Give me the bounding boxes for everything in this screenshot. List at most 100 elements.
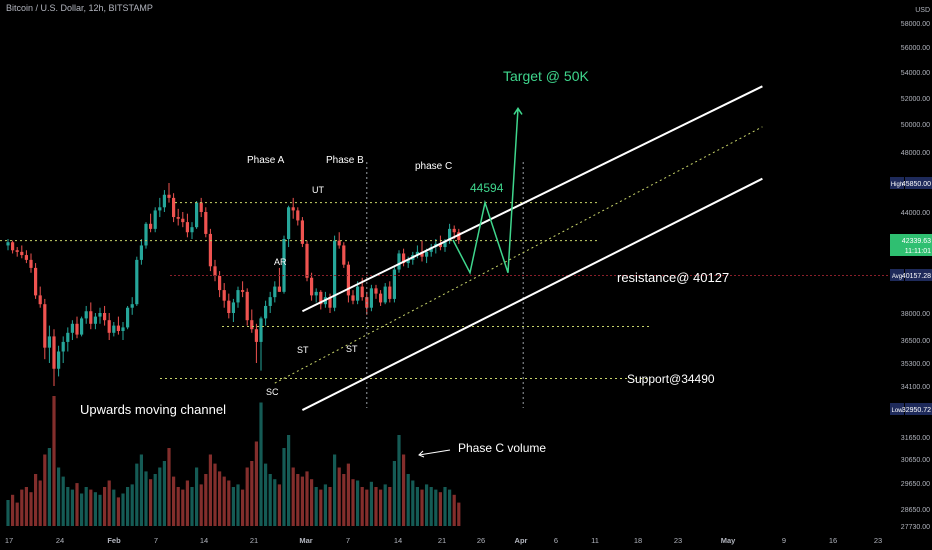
candle (20, 251, 24, 256)
candle (61, 341, 65, 352)
countdown-value: 11:11:01 (905, 248, 931, 255)
volume-bar (415, 487, 419, 526)
candle (415, 251, 419, 256)
candle (236, 290, 240, 303)
candle (310, 277, 314, 296)
volume-bar (195, 467, 199, 526)
channel-middle-line (274, 126, 763, 384)
candle (305, 243, 309, 278)
candle (126, 307, 130, 328)
volume-bar (181, 489, 185, 526)
candle (93, 316, 97, 324)
volume-bar (66, 487, 70, 526)
volume-bar (314, 487, 318, 526)
volume-bar (369, 481, 373, 526)
volume-bar (429, 487, 433, 526)
volume-bar (107, 480, 111, 526)
volume-bar (264, 463, 268, 526)
price-axis[interactable]: USD 58000.00 56000.00 54000.00 52000.00 50000… (890, 0, 932, 550)
current-price-value: 42339.63 (902, 238, 931, 245)
time-tick-label: 18 (634, 536, 642, 545)
avg-tag-label: Avg (892, 274, 902, 280)
candle (222, 290, 226, 301)
candle (328, 297, 332, 308)
candle (121, 327, 125, 331)
volume-bar (241, 489, 245, 526)
volume-bar (457, 502, 461, 526)
volume-bar (135, 463, 139, 526)
time-tick-label: 23 (874, 536, 882, 545)
chart-title: Bitcoin / U.S. Dollar, 12h, BITSTAMP (6, 3, 153, 13)
candle (162, 194, 166, 208)
volume-bar (116, 497, 120, 526)
volume-bar (6, 500, 10, 526)
time-tick-label: 23 (674, 536, 682, 545)
volume-bar (144, 471, 148, 526)
volume-bar (277, 484, 281, 526)
candle (227, 300, 231, 313)
candle (185, 222, 189, 233)
price-tick-label: 52000.00 (901, 96, 930, 103)
candle (24, 255, 28, 260)
low-badge (905, 403, 932, 415)
candle (172, 197, 176, 218)
phase-c-label: phase C (415, 161, 452, 172)
candle (392, 269, 396, 299)
volume-bar (351, 479, 355, 526)
time-tick-label: 16 (829, 536, 837, 545)
candle (204, 212, 208, 234)
price-axis-currency: USD (915, 7, 930, 14)
candle (383, 286, 387, 303)
volume-bar (153, 474, 157, 526)
candle (57, 351, 61, 369)
volume-bar (190, 487, 194, 526)
volume-bar (139, 454, 143, 526)
time-tick-label: 7 (154, 536, 158, 545)
st-label: ST (297, 345, 309, 355)
volume-bar (434, 489, 438, 526)
price-tick-label: 44000.00 (901, 210, 930, 217)
candle (29, 259, 33, 268)
volume-bar (15, 502, 19, 526)
time-tick-label: May (721, 536, 736, 545)
avg-badge (905, 269, 932, 281)
candle (379, 293, 383, 303)
volume-bar (420, 489, 424, 526)
volume-bar (254, 441, 258, 526)
volume-bar (34, 474, 38, 526)
sc-label: SC (266, 387, 279, 397)
candle (70, 323, 74, 333)
volume-bar (20, 489, 24, 526)
volume-bar (250, 461, 254, 526)
volume-bar (75, 483, 79, 526)
candle (346, 264, 350, 296)
price-tick-label: 30650.00 (901, 457, 930, 464)
price-chart[interactable]: Target @ 50K 44594 Phase A Phase B phase C UT… (0, 0, 890, 528)
high-value: 45850.00 (902, 181, 931, 188)
price-tick-label: 38000.00 (901, 311, 930, 318)
candle (425, 251, 429, 257)
candle (264, 305, 268, 319)
phase-a-label: Phase A (247, 155, 285, 166)
volume-bar (425, 484, 429, 526)
volume-bar (452, 494, 456, 526)
volume-bars (6, 396, 461, 526)
candle (250, 320, 254, 330)
volume-bar (236, 484, 240, 526)
candle (342, 245, 346, 265)
time-axis[interactable]: 17 24 Feb 7 14 21 Mar 7 14 21 26 Apr 6 11 18 23 May 9 16 23 (0, 528, 932, 550)
volume-bar (310, 479, 314, 526)
volume-bar (273, 479, 277, 526)
volume-bar (158, 467, 162, 526)
volume-bar (411, 480, 415, 526)
time-tick-label: 14 (200, 536, 208, 545)
volume-bar (61, 476, 65, 526)
volume-bar (282, 448, 286, 526)
candle (287, 207, 291, 239)
candle (195, 202, 199, 228)
candle (397, 253, 401, 270)
low-value: 32950.72 (902, 407, 931, 414)
volume-bar (29, 492, 33, 526)
volume-bar (356, 480, 360, 526)
volume-bar (333, 454, 337, 526)
